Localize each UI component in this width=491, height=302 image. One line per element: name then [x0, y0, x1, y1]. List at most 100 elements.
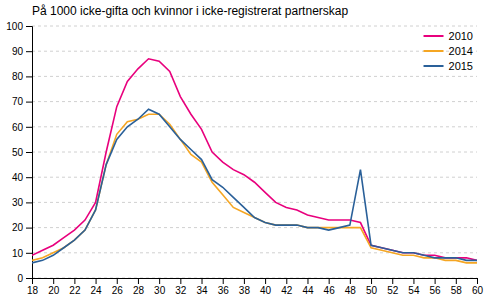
x-tick-mark — [307, 278, 308, 284]
x-tick-mark — [413, 278, 414, 284]
grid-line — [32, 76, 477, 77]
x-tick-label: 32 — [175, 285, 187, 296]
y-tick: 10 — [12, 248, 32, 259]
y-tick-label: 80 — [12, 71, 24, 82]
series-line — [32, 109, 477, 263]
x-axis-line — [33, 279, 478, 285]
x-tick-mark — [74, 278, 75, 284]
y-tick-label: 40 — [12, 172, 24, 183]
y-tick-mark — [26, 152, 32, 153]
x-tick: 30 — [154, 278, 166, 296]
x-tick-label: 24 — [91, 285, 103, 296]
x-tick-mark — [456, 278, 457, 284]
y-tick-mark — [26, 51, 32, 52]
x-tick-mark — [138, 278, 139, 284]
grid-line — [32, 227, 477, 228]
x-tick-label: 18 — [27, 285, 39, 296]
x-tick-label: 34 — [196, 285, 208, 296]
y-axis-line — [26, 27, 33, 279]
x-tick-label: 36 — [218, 285, 230, 296]
legend-label: 2014 — [449, 45, 473, 57]
x-tick: 24 — [91, 278, 103, 296]
grid-line — [32, 51, 477, 52]
y-tick: 80 — [12, 71, 32, 82]
x-tick: 50 — [366, 278, 378, 296]
grid-line — [32, 126, 477, 127]
grid-line — [32, 202, 477, 203]
x-tick: 38 — [239, 278, 251, 296]
x-tick: 44 — [302, 278, 314, 296]
x-tick: 60 — [472, 278, 484, 296]
x-tick-mark — [117, 278, 118, 284]
y-tick-mark — [26, 26, 32, 27]
y-tick: 0 — [17, 273, 32, 284]
lines — [32, 59, 477, 263]
x-tick-label: 44 — [302, 285, 314, 296]
x-tick: 48 — [345, 278, 357, 296]
x-tick: 42 — [281, 278, 293, 296]
y-tick: 40 — [12, 172, 32, 183]
legend-swatch — [424, 65, 444, 67]
y-tick-mark — [26, 76, 32, 77]
series-line — [32, 59, 477, 261]
x-tick-mark — [371, 278, 372, 284]
x-tick-label: 38 — [239, 285, 251, 296]
y-tick-mark — [26, 177, 32, 178]
grid-line — [32, 101, 477, 102]
x-tick: 26 — [112, 278, 124, 296]
x-tick-label: 56 — [430, 285, 442, 296]
grid — [32, 26, 477, 278]
y-tick: 100 — [6, 21, 32, 32]
x-tick-mark — [350, 278, 351, 284]
y-tick-label: 100 — [6, 21, 23, 32]
x-tick-label: 28 — [133, 285, 145, 296]
legend-label: 2015 — [449, 60, 473, 72]
x-tick-label: 26 — [112, 285, 124, 296]
x-axis: 1820222426283032343638404244464850525456… — [27, 278, 484, 296]
x-tick-label: 60 — [472, 285, 484, 296]
x-tick-label: 42 — [281, 285, 293, 296]
y-tick-mark — [26, 278, 32, 279]
y-tick-label: 30 — [12, 197, 24, 208]
legend: 201020142015 — [424, 30, 473, 72]
x-tick-label: 30 — [154, 285, 166, 296]
x-tick: 18 — [27, 278, 39, 296]
x-tick-label: 52 — [387, 285, 399, 296]
y-tick-label: 50 — [12, 147, 24, 158]
x-tick-mark — [244, 278, 245, 284]
y-tick-mark — [26, 228, 32, 229]
x-tick: 52 — [387, 278, 399, 296]
y-tick-mark — [26, 202, 32, 203]
x-tick: 40 — [260, 278, 272, 296]
x-tick-mark — [477, 278, 478, 284]
x-tick-label: 46 — [324, 285, 336, 296]
grid-line — [32, 177, 477, 178]
y-tick-label: 90 — [12, 46, 24, 57]
x-tick-mark — [180, 278, 181, 284]
y-tick-label: 0 — [17, 273, 23, 284]
x-tick: 36 — [218, 278, 230, 296]
x-tick: 56 — [430, 278, 442, 296]
x-tick-label: 50 — [366, 285, 378, 296]
x-tick-mark — [202, 278, 203, 284]
x-tick-label: 48 — [345, 285, 357, 296]
x-tick-mark — [96, 278, 97, 284]
x-tick-mark — [265, 278, 266, 284]
series-line — [32, 114, 477, 263]
y-tick-mark — [26, 127, 32, 128]
x-tick: 58 — [451, 278, 463, 296]
x-tick: 22 — [69, 278, 81, 296]
y-tick: 60 — [12, 122, 32, 133]
x-tick-label: 58 — [451, 285, 463, 296]
x-tick: 54 — [408, 278, 420, 296]
y-tick: 20 — [12, 222, 32, 233]
x-tick-mark — [329, 278, 330, 284]
y-tick-label: 20 — [12, 222, 24, 233]
y-tick-label: 60 — [12, 122, 24, 133]
legend-swatch — [424, 35, 444, 37]
y-tick-mark — [26, 253, 32, 254]
x-tick: 46 — [324, 278, 336, 296]
legend-swatch — [424, 50, 444, 52]
chart: 18 20 22 24 26 28 30 32 34 36 38 40 42 44 46 48 50 52 54 56… — [0, 0, 491, 302]
y-axis: 0102030405060708090100 — [6, 21, 32, 284]
